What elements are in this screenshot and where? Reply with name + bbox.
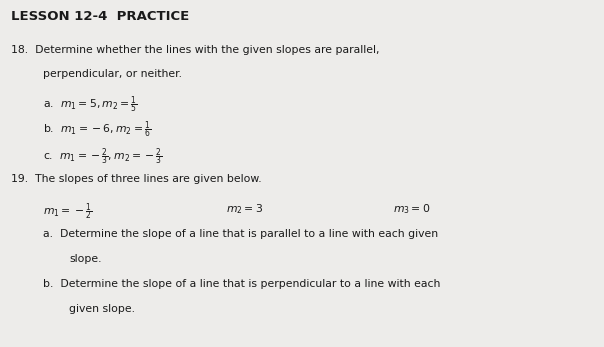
Text: slope.: slope.: [69, 254, 102, 264]
Text: $m_2 = 3$: $m_2 = 3$: [226, 202, 263, 216]
Text: $m_1 = -\frac{1}{2}$: $m_1 = -\frac{1}{2}$: [43, 202, 93, 223]
Text: 18.  Determine whether the lines with the given slopes are parallel,: 18. Determine whether the lines with the…: [11, 45, 379, 55]
Text: LESSON 12-4  PRACTICE: LESSON 12-4 PRACTICE: [11, 10, 189, 23]
Text: given slope.: given slope.: [69, 304, 135, 314]
Text: a.  Determine the slope of a line that is parallel to a line with each given: a. Determine the slope of a line that is…: [43, 229, 439, 239]
Text: b.  Determine the slope of a line that is perpendicular to a line with each: b. Determine the slope of a line that is…: [43, 279, 441, 289]
Text: perpendicular, or neither.: perpendicular, or neither.: [43, 69, 182, 79]
Text: b.  $m_1 = -6, m_2 = \frac{1}{6}$: b. $m_1 = -6, m_2 = \frac{1}{6}$: [43, 120, 152, 141]
Text: a.  $m_1 = 5, m_2 = \frac{1}{5}$: a. $m_1 = 5, m_2 = \frac{1}{5}$: [43, 95, 138, 116]
Text: $m_3 = 0$: $m_3 = 0$: [393, 202, 430, 216]
Text: 19.  The slopes of three lines are given below.: 19. The slopes of three lines are given …: [11, 174, 262, 184]
Text: c.  $m_1 = -\frac{2}{3}, m_2 = -\frac{2}{3}$: c. $m_1 = -\frac{2}{3}, m_2 = -\frac{2}{…: [43, 146, 163, 168]
